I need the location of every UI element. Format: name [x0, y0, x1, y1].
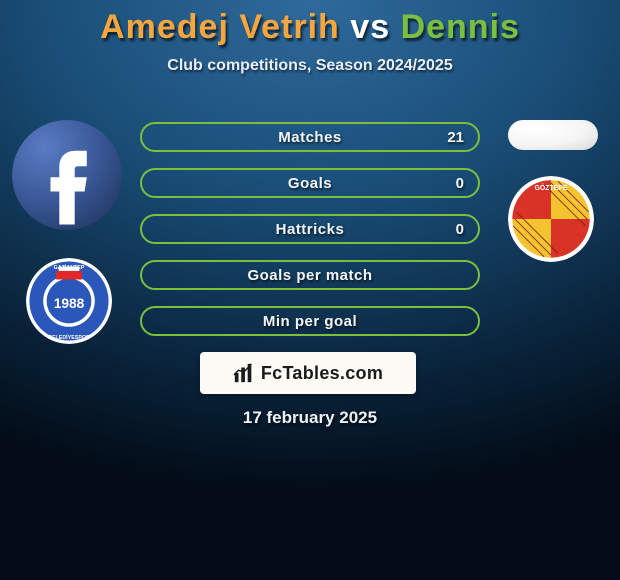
stat-row-goals-per-match: Goals per match	[140, 260, 480, 290]
svg-text:1988: 1988	[54, 296, 85, 311]
stat-label: Hattricks	[142, 221, 478, 238]
svg-text:BELEDİYESPOR: BELEDİYESPOR	[48, 334, 90, 341]
stats-list: Matches 21 Goals 0 Hattricks 0 Goals per…	[140, 122, 480, 352]
stat-label: Matches	[142, 129, 478, 146]
facebook-icon	[12, 120, 122, 230]
player2-name: Dennis	[401, 8, 520, 46]
player1-name: Amedej Vetrih	[100, 8, 340, 46]
subtitle: Club competitions, Season 2024/2025	[0, 57, 620, 75]
crest-right-icon: GÖZTEPE	[508, 176, 594, 262]
svg-text:GÖZTEPE: GÖZTEPE	[535, 183, 568, 192]
stat-row-matches: Matches 21	[140, 122, 480, 152]
stat-label: Goals	[142, 175, 478, 192]
stat-label: Goals per match	[142, 267, 478, 284]
stat-label: Min per goal	[142, 313, 478, 330]
player1-avatar	[12, 120, 122, 230]
stat-row-min-per-goal: Min per goal	[140, 306, 480, 336]
svg-text:GAZİANTEP: GAZİANTEP	[54, 264, 85, 271]
player2-avatar	[508, 120, 598, 150]
date-text: 17 february 2025	[0, 408, 620, 428]
crest-left-icon: 1988 GAZİANTEP BELEDİYESPOR	[26, 258, 112, 344]
vs-word: vs	[350, 8, 390, 46]
headline-title: Amedej Vetrih vs Dennis	[0, 0, 620, 47]
stat-row-hattricks: Hattricks 0	[140, 214, 480, 244]
infographic-root: Amedej Vetrih vs Dennis Club competition…	[0, 0, 620, 580]
brand-badge: FcTables.com	[200, 352, 416, 394]
club-crest-left: 1988 GAZİANTEP BELEDİYESPOR	[26, 258, 112, 344]
bar-chart-icon	[233, 362, 255, 384]
club-crest-right: GÖZTEPE	[508, 176, 594, 262]
stat-right-value: 0	[456, 175, 464, 192]
stat-right-value: 0	[456, 221, 464, 238]
brand-text: FcTables.com	[261, 363, 383, 384]
stat-row-goals: Goals 0	[140, 168, 480, 198]
stat-right-value: 21	[447, 129, 464, 146]
